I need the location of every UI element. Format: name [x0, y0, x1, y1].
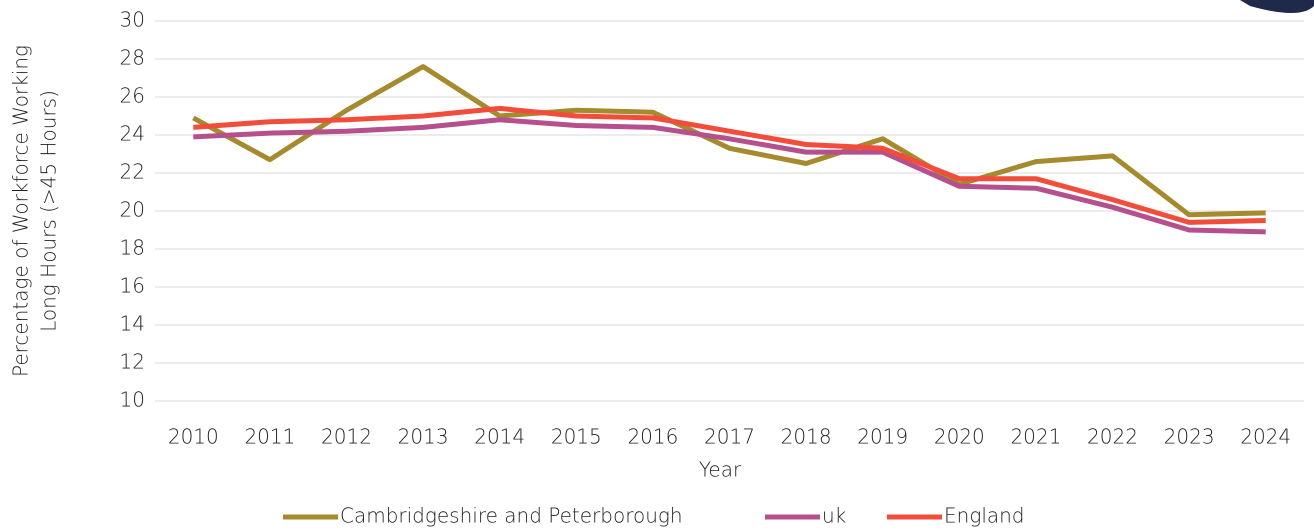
x-tick-label: 2016 — [627, 425, 678, 449]
y-axis-label: Percentage of Workforce Working — [9, 45, 33, 377]
x-axis-label: Year — [699, 458, 742, 482]
y-tick-label: 18 — [120, 236, 145, 260]
x-tick-label: 2024 — [1240, 425, 1291, 449]
y-tick-label: 14 — [120, 312, 145, 336]
data-line — [192, 64, 1266, 218]
x-tick-label: 2011 — [244, 425, 295, 449]
y-axis-label: Long Hours (>45 Hours) — [37, 90, 61, 332]
y-tick-label: 10 — [120, 388, 145, 412]
x-tick-label: 2012 — [321, 425, 372, 449]
corner-decoration — [1240, 0, 1314, 13]
legend-label: England — [944, 504, 1025, 528]
y-tick-label: 16 — [120, 274, 145, 298]
data-line — [193, 105, 1266, 225]
x-tick-label: 2020 — [934, 425, 985, 449]
x-tick-label: 2019 — [857, 425, 908, 449]
x-tick-label: 2023 — [1164, 425, 1215, 449]
y-tick-label: 24 — [120, 122, 145, 146]
y-tick-label: 12 — [120, 350, 145, 374]
x-tick-label: 2017 — [704, 425, 755, 449]
x-tick-label: 2022 — [1087, 425, 1138, 449]
y-tick-label: 30 — [120, 8, 145, 32]
x-tick-label: 2014 — [474, 425, 525, 449]
data-line — [193, 117, 1266, 235]
y-tick-label: 26 — [120, 84, 145, 108]
y-tick-label: 22 — [120, 160, 145, 184]
x-tick-label: 2018 — [781, 425, 832, 449]
x-tick-label: 2015 — [551, 425, 602, 449]
x-tick-label: 2010 — [168, 425, 219, 449]
legend-label: uk — [822, 504, 846, 528]
x-tick-label: 2021 — [1010, 425, 1061, 449]
y-tick-label: 28 — [120, 46, 145, 70]
x-tick-label: 2013 — [398, 425, 449, 449]
legend-label: Cambridgeshire and Peterborough — [340, 504, 683, 528]
y-tick-label: 20 — [120, 198, 145, 222]
